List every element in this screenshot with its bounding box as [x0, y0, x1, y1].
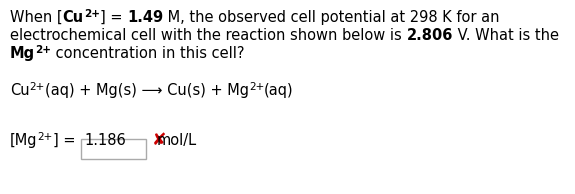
Text: Mg: Mg: [10, 46, 35, 61]
Text: 2+: 2+: [35, 45, 51, 55]
Text: ✘: ✘: [152, 131, 166, 149]
Text: 2.806: 2.806: [407, 28, 453, 43]
Text: 1.186: 1.186: [85, 133, 126, 148]
Text: Cu: Cu: [63, 10, 84, 25]
Text: ] =: ] =: [53, 133, 80, 148]
Text: When [: When [: [10, 10, 63, 25]
Text: 2+: 2+: [249, 82, 264, 92]
Text: 2+: 2+: [84, 9, 99, 19]
Text: electrochemical cell with the reaction shown below is: electrochemical cell with the reaction s…: [10, 28, 407, 43]
Text: Cu: Cu: [10, 83, 30, 98]
Text: (aq): (aq): [264, 83, 294, 98]
Text: [Mg: [Mg: [10, 133, 37, 148]
Text: (aq) + Mg(s) ⟶ Cu(s) + Mg: (aq) + Mg(s) ⟶ Cu(s) + Mg: [45, 83, 249, 98]
FancyBboxPatch shape: [81, 139, 146, 159]
Text: mol/L: mol/L: [157, 133, 197, 148]
Text: ] =: ] =: [99, 10, 127, 25]
Text: concentration in this cell?: concentration in this cell?: [51, 46, 244, 61]
Text: 1.49: 1.49: [127, 10, 163, 25]
Text: V. What is the: V. What is the: [453, 28, 559, 43]
Text: 2+: 2+: [30, 82, 45, 92]
Text: 2+: 2+: [37, 132, 53, 142]
Text: M, the observed cell potential at 298 K for an: M, the observed cell potential at 298 K …: [163, 10, 500, 25]
